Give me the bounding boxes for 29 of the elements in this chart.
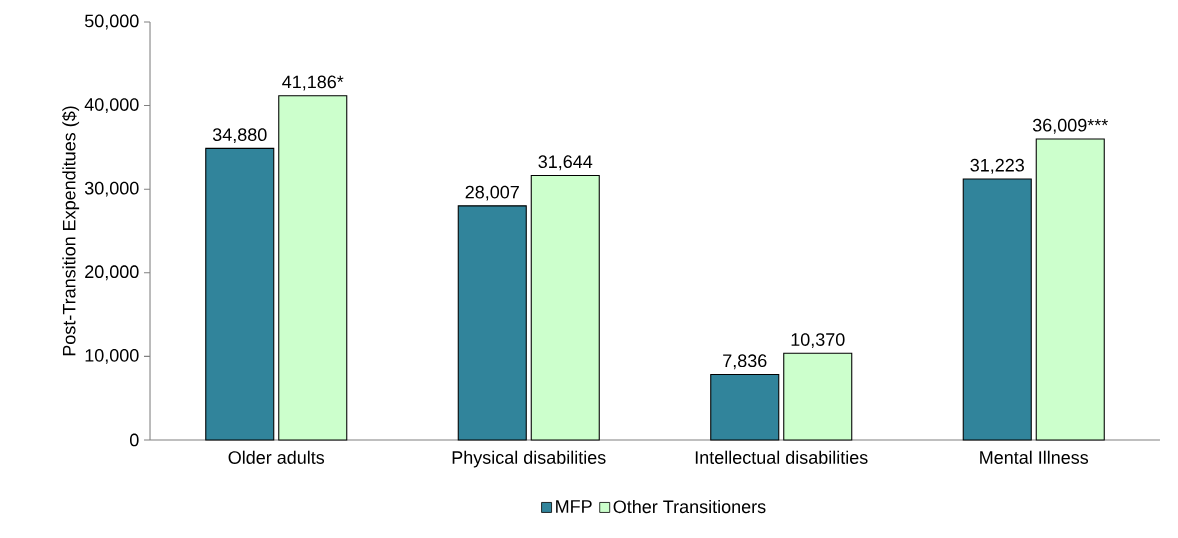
x-tick-label: Older adults xyxy=(228,450,325,464)
data-label: 7,836 xyxy=(723,354,767,370)
data-label: 28,007 xyxy=(465,185,519,201)
data-label: 31,223 xyxy=(970,158,1024,174)
data-label: 10,370 xyxy=(791,333,845,349)
data-label: 34,880 xyxy=(212,128,267,144)
y-tick-label: 30,000 xyxy=(84,181,139,197)
bar xyxy=(457,205,527,441)
y-axis-title: Post-Transition Expenditues ($) xyxy=(62,106,80,356)
data-label: 31,644 xyxy=(538,155,593,171)
legend-label: MFP xyxy=(556,500,592,513)
y-tick-label: 50,000 xyxy=(84,14,139,30)
data-label: 36,009*** xyxy=(1032,118,1108,134)
legend-label: Other Transitioners xyxy=(613,499,766,514)
bar xyxy=(783,352,853,441)
y-tick-label: 10,000 xyxy=(85,348,139,364)
x-tick-label: Physical disabilities xyxy=(452,450,606,468)
x-tick-label: Intellectual disabilities xyxy=(695,450,868,464)
bar xyxy=(962,178,1032,441)
bar xyxy=(710,373,780,441)
bar xyxy=(530,174,600,441)
bar xyxy=(278,95,348,441)
x-tick-label: Mental Illness xyxy=(980,450,1089,464)
y-tick-label: 40,000 xyxy=(84,98,139,114)
y-tick-label: 0 xyxy=(130,433,139,447)
y-tick-label: 20,000 xyxy=(85,265,139,281)
bar xyxy=(205,147,275,441)
bar xyxy=(1035,138,1105,441)
data-label: 41,186* xyxy=(282,75,344,91)
